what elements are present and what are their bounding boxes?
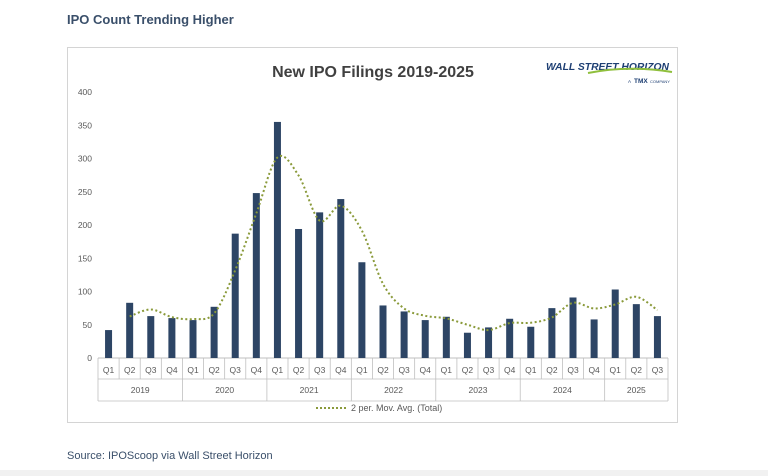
x-tick-label: Q1: [356, 365, 368, 375]
bar: [273, 121, 281, 358]
x-tick-label: Q2: [546, 365, 558, 375]
logo-sub-tmx: TMX: [634, 78, 648, 85]
bar: [653, 316, 661, 358]
bar: [421, 320, 429, 358]
logo-sub-company: COMPANY: [650, 79, 670, 84]
y-tick-label: 50: [83, 320, 93, 330]
bar: [189, 320, 197, 358]
year-group-label: 2024: [553, 385, 572, 395]
source-note: Source: IPOScoop via Wall Street Horizon: [67, 450, 273, 462]
y-tick-label: 250: [78, 187, 92, 197]
x-tick-label: Q4: [335, 365, 347, 375]
x-tick-label: Q2: [462, 365, 474, 375]
bar: [632, 304, 640, 358]
year-group-label: 2020: [215, 385, 234, 395]
x-tick-label: Q4: [588, 365, 600, 375]
x-tick-label: Q1: [272, 365, 284, 375]
bar: [548, 308, 556, 358]
year-group-label: 2021: [300, 385, 319, 395]
year-group-label: 2023: [469, 385, 488, 395]
page-heading: IPO Count Trending Higher: [67, 12, 234, 27]
x-tick-label: Q4: [420, 365, 432, 375]
y-tick-label: 300: [78, 154, 92, 164]
x-tick-label: Q1: [441, 365, 453, 375]
legend-label: 2 per. Mov. Avg. (Total): [351, 403, 442, 413]
chart-frame: New IPO Filings 2019-2025 WALL STREET HO…: [67, 47, 678, 423]
bar: [506, 318, 514, 358]
x-tick-label: Q3: [230, 365, 242, 375]
bar: [168, 318, 176, 358]
bar: [316, 212, 324, 358]
bar: [337, 199, 345, 358]
bar: [379, 305, 387, 358]
bar: [147, 316, 155, 358]
x-tick-label: Q4: [504, 365, 516, 375]
year-group-label: 2025: [627, 385, 646, 395]
x-tick-label: Q3: [314, 365, 326, 375]
x-tick-label: Q1: [187, 365, 199, 375]
bar: [527, 326, 535, 358]
y-tick-label: 0: [87, 353, 92, 363]
bar: [485, 327, 493, 358]
y-tick-label: 350: [78, 120, 92, 130]
logo-wordmark: WALL STREET HORIZON: [546, 61, 669, 73]
bar: [252, 193, 260, 358]
bar: [210, 306, 218, 358]
x-tick-label: Q4: [166, 365, 178, 375]
logo-sub-a: A: [628, 79, 631, 84]
x-tick-label: Q3: [145, 365, 157, 375]
bar: [231, 233, 239, 358]
moving-average-line: [129, 155, 659, 332]
y-tick-label: 100: [78, 287, 92, 297]
x-tick-label: Q1: [103, 365, 115, 375]
bar: [442, 316, 450, 358]
bar: [611, 289, 619, 358]
y-tick-label: 400: [78, 87, 92, 97]
wall-street-horizon-logo: WALL STREET HORIZON A TMX COMPANY: [546, 61, 673, 85]
x-tick-label: Q3: [398, 365, 410, 375]
year-group-label: 2019: [131, 385, 150, 395]
moving-average-layer: [129, 155, 659, 332]
x-tick-label: Q2: [293, 365, 305, 375]
bar-layer: [105, 121, 661, 358]
axis-layer: 0 50 100 150 200 250 300 350 400 Q1 Q2 Q3 Q4 Q1 Q2 Q3 Q4…: [78, 87, 669, 402]
x-tick-label: Q4: [251, 365, 263, 375]
bar: [358, 262, 366, 358]
x-tick-label: Q3: [567, 365, 579, 375]
bar: [400, 311, 408, 358]
x-tick-label: Q3: [483, 365, 495, 375]
y-tick-label: 200: [78, 220, 92, 230]
y-tick-label: 150: [78, 253, 92, 263]
x-tick-label: Q1: [610, 365, 622, 375]
chart-title: New IPO Filings 2019-2025: [272, 64, 474, 81]
year-group-label: 2022: [384, 385, 403, 395]
page-bottom-strip: [0, 470, 768, 476]
x-tick-label: Q2: [124, 365, 136, 375]
x-tick-label: Q3: [652, 365, 664, 375]
x-tick-label: Q1: [525, 365, 537, 375]
bar: [126, 302, 134, 358]
ipo-chart: New IPO Filings 2019-2025 WALL STREET HO…: [78, 61, 673, 413]
bar: [590, 319, 598, 358]
x-tick-label: Q2: [377, 365, 389, 375]
bar: [295, 228, 303, 358]
bar: [105, 330, 113, 358]
logo-horizon-swoosh: [587, 67, 673, 74]
x-tick-label: Q2: [208, 365, 220, 375]
x-tick-label: Q2: [631, 365, 643, 375]
bar: [463, 332, 471, 358]
legend: 2 per. Mov. Avg. (Total): [316, 403, 442, 413]
bar: [569, 297, 577, 358]
